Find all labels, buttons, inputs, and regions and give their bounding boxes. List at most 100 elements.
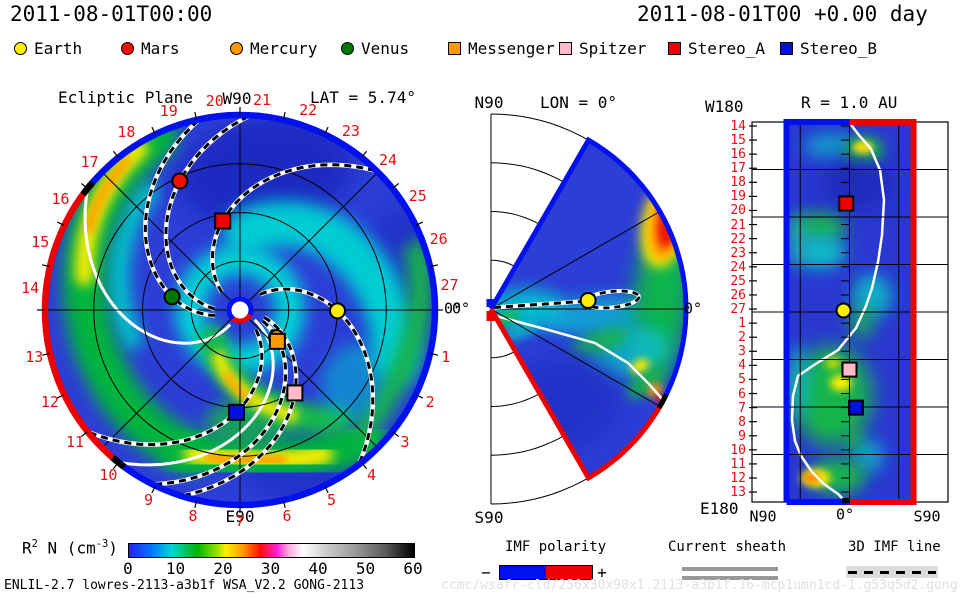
- sphere-day-label: 22: [730, 231, 746, 247]
- rim-day-number: 9: [143, 491, 153, 510]
- stereo_a-marker-icon: [668, 42, 681, 55]
- density-colorbar: [128, 543, 415, 558]
- rim-day-number: 20: [205, 91, 224, 110]
- timestamp-title: 2011-08-01T00:00: [10, 2, 213, 26]
- rim-day-number: 10: [99, 465, 118, 484]
- n90-label: N90: [474, 93, 504, 112]
- run-id-watermark: ccmc/wsafr-cld/256x30x90x1.2113-a3b1f.16…: [441, 578, 960, 593]
- venus-marker-icon: [341, 42, 354, 55]
- rim-day-number: 27: [440, 275, 459, 294]
- w180-label: W180: [705, 97, 744, 116]
- sphere-day-label: 18: [730, 175, 746, 191]
- lat-label: LAT = 5.74°: [310, 88, 416, 107]
- rim-day-number: 14: [21, 278, 40, 297]
- sphere-day-label: 13: [730, 485, 746, 501]
- rim-day-number: 21: [253, 91, 272, 110]
- sphere-day-label: 24: [730, 259, 746, 275]
- current-sheath-swatch-bottom: [682, 576, 778, 580]
- sphere-day-label: 23: [730, 245, 746, 261]
- legend-item-label: Messenger: [468, 39, 555, 58]
- stereo_b-marker-icon: [780, 42, 793, 55]
- sphere-day-label: 8: [738, 414, 746, 430]
- rim-day-number: 12: [40, 392, 59, 411]
- legend-item-messenger: Messenger: [448, 39, 555, 58]
- sphere-day-label: 4: [738, 358, 746, 374]
- colorbar-tick-label: 60: [403, 559, 423, 578]
- colorbar-tick-label: 50: [355, 559, 376, 578]
- e90-label: E90: [225, 507, 255, 526]
- colorbar-tick-label: 0: [123, 559, 133, 578]
- rim-day-number: 11: [66, 432, 85, 451]
- sphere-day-label: 1: [738, 316, 746, 332]
- legend-item-mars: Mars: [121, 39, 180, 58]
- sphere-day-label: 15: [730, 133, 746, 149]
- e180-label: E180: [700, 499, 739, 518]
- rim-day-number: 4: [367, 465, 377, 484]
- sphere-day-label: 6: [738, 386, 746, 402]
- imf-line-label: 3D IMF line: [848, 539, 941, 555]
- sphere-day-label: 12: [730, 471, 746, 486]
- imf-polarity-label: IMF polarity: [505, 539, 607, 555]
- rim-day-number: 8: [188, 506, 198, 525]
- imf-polarity-swatch: [499, 565, 593, 580]
- sphere-day-label: 11: [730, 456, 746, 472]
- rim-day-number: 26: [429, 229, 448, 248]
- rim-day-number: 2: [425, 392, 435, 411]
- imf-line-swatch: [846, 566, 938, 578]
- sphere-day-label: 27: [730, 302, 746, 318]
- legend-item-stereo_a: Stereo_A: [668, 39, 765, 58]
- rim-day-number: 23: [341, 121, 360, 140]
- mercury-marker-icon: [230, 42, 243, 55]
- sphere-day-label: 17: [730, 161, 746, 177]
- w90-label: W90: [222, 89, 252, 108]
- rim-day-number: 24: [379, 150, 398, 169]
- rim-day-number: 18: [117, 123, 136, 142]
- lon-label: LON = 0°: [540, 93, 618, 112]
- forecast-time-title: 2011-08-01T00 +0.00 day: [637, 2, 928, 26]
- rim-day-number: 19: [159, 102, 178, 121]
- rim-day-number: 5: [327, 491, 337, 510]
- rim-day-number: 22: [299, 101, 318, 120]
- messenger-marker-icon: [448, 42, 461, 55]
- colorbar-label: R2 N (cm-3): [22, 538, 118, 558]
- rim-day-number: 17: [80, 152, 99, 171]
- rim-day-number: 25: [408, 187, 427, 206]
- rim-day-number: 13: [25, 347, 44, 366]
- sphere-day-label: 5: [738, 372, 746, 388]
- imf-line-dash: [848, 570, 936, 574]
- sphere-n90-label: N90: [749, 507, 777, 526]
- imf-minus-sign: −: [481, 563, 491, 582]
- sphere-s90-label: S90: [913, 507, 941, 526]
- sphere-day-label: 10: [730, 442, 746, 458]
- current-sheath-swatch-top: [682, 567, 778, 571]
- imf-plus-sign: +: [597, 563, 607, 582]
- rim-day-number: 7: [235, 512, 245, 530]
- sphere-day-label: 9: [738, 428, 746, 444]
- legend-item-mercury: Mercury: [230, 39, 317, 58]
- sphere-day-label: 7: [738, 400, 746, 416]
- sphere-day-label: 20: [730, 203, 746, 219]
- ecliptic-title: Ecliptic Plane: [58, 88, 193, 107]
- spitzer-marker-icon: [559, 42, 572, 55]
- legend-item-earth: Earth: [14, 39, 82, 58]
- colorbar-tick-label: 20: [213, 559, 233, 578]
- legend-item-spitzer: Spitzer: [559, 39, 646, 58]
- rim-day-number: 16: [51, 190, 70, 209]
- sphere-day-label: 16: [730, 147, 746, 163]
- rim-day-number: 15: [31, 232, 50, 251]
- sphere-day-label: 25: [730, 273, 746, 289]
- legend-item-label: Mercury: [250, 39, 318, 58]
- sphere-day-label: 2: [738, 330, 746, 346]
- model-version-text: ENLIL-2.7 lowres-2113-a3b1f WSA_V2.2 GON…: [4, 578, 365, 593]
- rim-day-number: 1: [441, 347, 451, 366]
- ecliptic-zero-label: 0°: [443, 299, 463, 318]
- radius-title: R = 1.0 AU: [801, 93, 898, 112]
- legend-item-label: Mars: [141, 39, 180, 58]
- meridional-zero-right: 0°: [683, 299, 703, 318]
- legend-item-label: Stereo_B: [800, 39, 878, 58]
- current-sheath-label: Current sheath: [668, 539, 787, 555]
- colorbar-tick-label: 10: [165, 559, 186, 578]
- legend-item-label: Spitzer: [579, 39, 647, 58]
- sphere-day-label: 19: [730, 189, 746, 205]
